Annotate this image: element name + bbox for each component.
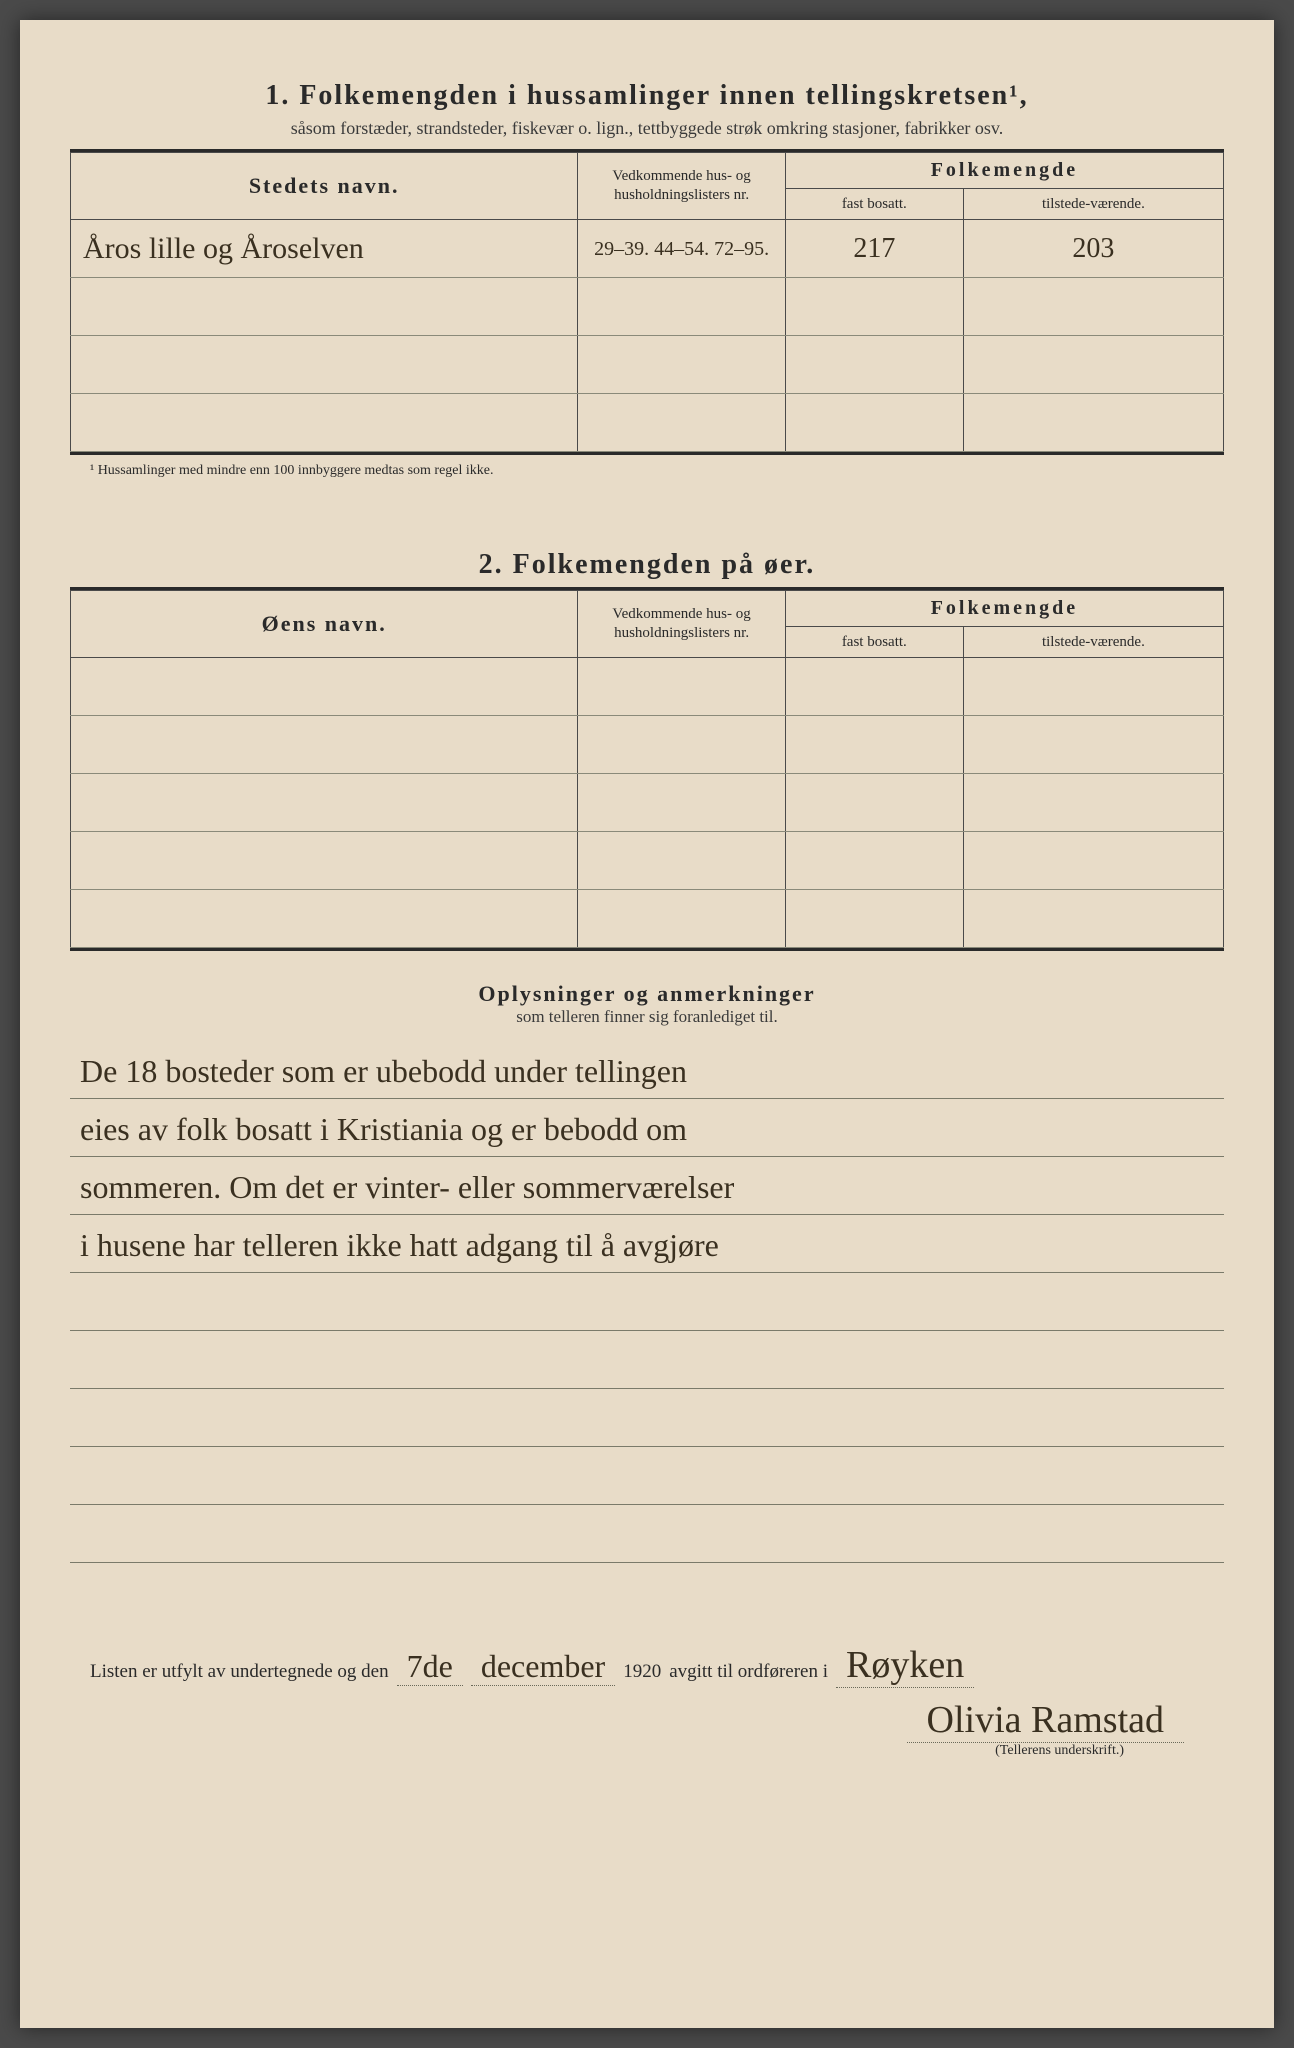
- closing-mid: avgitt til ordføreren i: [669, 1661, 828, 1683]
- cell-ref: [578, 832, 786, 890]
- cell-ref: [578, 336, 786, 394]
- signature: Olivia Ramstad: [907, 1698, 1184, 1743]
- closing-month: december: [471, 1648, 615, 1686]
- cell-ref: [578, 716, 786, 774]
- signature-label: (Tellerens underskrift.): [70, 1743, 1224, 1759]
- cell-tilstede: [963, 774, 1223, 832]
- remarks-title: Oplysninger og anmerkninger: [70, 981, 1224, 1007]
- th2-ref: Vedkommende hus- og husholdningslisters …: [578, 591, 786, 658]
- cell-name: [71, 890, 578, 948]
- remark-line: [70, 1273, 1224, 1331]
- cell-tilstede: [963, 658, 1223, 716]
- cell-tilstede: [963, 716, 1223, 774]
- section1-table-frame: Stedets navn. Vedkommende hus- og hushol…: [70, 149, 1224, 455]
- section2-body: [71, 658, 1224, 948]
- table-row: [71, 658, 1224, 716]
- closing-prefix: Listen er utfylt av undertegnede og den: [90, 1661, 389, 1683]
- cell-tilstede: [963, 890, 1223, 948]
- th2-fast: fast bosatt.: [785, 627, 963, 658]
- cell-fast: [785, 336, 963, 394]
- section1-body: Åros lille og Åroselven29–39. 44–54. 72–…: [71, 220, 1224, 452]
- section2-table: Øens navn. Vedkommende hus- og husholdni…: [70, 590, 1224, 948]
- table-row: [71, 832, 1224, 890]
- cell-name: [71, 832, 578, 890]
- th2-tilstede: tilstede-værende.: [963, 627, 1223, 658]
- cell-name: [71, 716, 578, 774]
- remarks-subtitle: som telleren finner sig foranlediget til…: [70, 1007, 1224, 1027]
- signature-block: Olivia Ramstad: [70, 1698, 1224, 1743]
- cell-fast: [785, 832, 963, 890]
- section1-table: Stedets navn. Vedkommende hus- og hushol…: [70, 152, 1224, 452]
- cell-tilstede: 203: [963, 220, 1223, 278]
- table-row: Åros lille og Åroselven29–39. 44–54. 72–…: [71, 220, 1224, 278]
- table-row: [71, 890, 1224, 948]
- remark-line: De 18 bosteder som er ubebodd under tell…: [70, 1041, 1224, 1099]
- table-row: [71, 774, 1224, 832]
- cell-fast: [785, 394, 963, 452]
- remark-line: i husene har telleren ikke hatt adgang t…: [70, 1215, 1224, 1273]
- th2-name: Øens navn.: [71, 591, 578, 658]
- cell-ref: 29–39. 44–54. 72–95.: [578, 220, 786, 278]
- cell-ref: [578, 394, 786, 452]
- th-folk: Folkemengde: [785, 153, 1223, 189]
- cell-fast: [785, 658, 963, 716]
- section1-footnote: ¹ Hussamlinger med mindre enn 100 innbyg…: [70, 463, 1224, 479]
- th-fast: fast bosatt.: [785, 189, 963, 220]
- cell-tilstede: [963, 278, 1223, 336]
- closing-line: Listen er utfylt av undertegnede og den …: [70, 1643, 1224, 1688]
- cell-fast: [785, 278, 963, 336]
- remark-line: eies av folk bosatt i Kristiania og er b…: [70, 1099, 1224, 1157]
- section1-title: 1. Folkemengden i hussamlinger innen tel…: [70, 80, 1224, 112]
- remark-line: [70, 1389, 1224, 1447]
- th2-folk: Folkemengde: [785, 591, 1223, 627]
- table-row: [71, 278, 1224, 336]
- closing-year: 1920: [623, 1661, 661, 1683]
- th-tilstede: tilstede-værende.: [963, 189, 1223, 220]
- document-page: 1. Folkemengden i hussamlinger innen tel…: [20, 20, 1274, 2028]
- cell-tilstede: [963, 394, 1223, 452]
- cell-fast: [785, 890, 963, 948]
- remark-line: sommeren. Om det er vinter- eller sommer…: [70, 1157, 1224, 1215]
- cell-ref: [578, 658, 786, 716]
- cell-name: [71, 336, 578, 394]
- cell-ref: [578, 774, 786, 832]
- table-row: [71, 336, 1224, 394]
- cell-fast: [785, 774, 963, 832]
- remark-line: [70, 1331, 1224, 1389]
- th-ref: Vedkommende hus- og husholdningslisters …: [578, 153, 786, 220]
- closing-place: Røyken: [836, 1643, 974, 1688]
- section2-table-frame: Øens navn. Vedkommende hus- og husholdni…: [70, 587, 1224, 951]
- remark-line: [70, 1447, 1224, 1505]
- remarks-lines: De 18 bosteder som er ubebodd under tell…: [70, 1041, 1224, 1563]
- cell-ref: [578, 890, 786, 948]
- closing-day: 7de: [397, 1648, 463, 1686]
- cell-name: Åros lille og Åroselven: [71, 220, 578, 278]
- cell-tilstede: [963, 336, 1223, 394]
- table-row: [71, 394, 1224, 452]
- cell-ref: [578, 278, 786, 336]
- section1-subtitle: såsom forstæder, strandsteder, fiskevær …: [70, 118, 1224, 139]
- cell-name: [71, 774, 578, 832]
- table-row: [71, 716, 1224, 774]
- cell-name: [71, 658, 578, 716]
- cell-name: [71, 278, 578, 336]
- cell-fast: 217: [785, 220, 963, 278]
- section2-title: 2. Folkemengden på øer.: [70, 549, 1224, 581]
- cell-fast: [785, 716, 963, 774]
- remark-line: [70, 1505, 1224, 1563]
- cell-tilstede: [963, 832, 1223, 890]
- th-name: Stedets navn.: [71, 153, 578, 220]
- cell-name: [71, 394, 578, 452]
